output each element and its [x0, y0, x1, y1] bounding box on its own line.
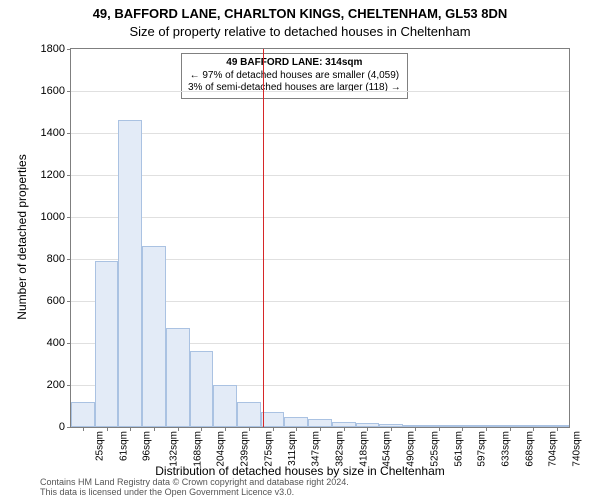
x-tick-label: 311sqm: [286, 427, 297, 466]
x-tick-mark: [510, 427, 511, 431]
x-tick-label: 25sqm: [94, 427, 105, 461]
x-tick-label: 740sqm: [571, 427, 582, 467]
grid-line: [71, 91, 569, 92]
y-axis-label-wrap: Number of detached properties: [12, 0, 28, 500]
chart-subtitle: Size of property relative to detached ho…: [0, 24, 600, 39]
histogram-bar: [261, 412, 285, 427]
histogram-bar: [95, 261, 119, 427]
x-tick-label: 168sqm: [192, 427, 203, 467]
y-tick-label: 200: [47, 379, 71, 391]
x-tick-mark: [273, 427, 274, 431]
grid-line: [71, 175, 569, 176]
x-tick-label: 490sqm: [405, 427, 416, 467]
x-tick-mark: [83, 427, 84, 431]
x-tick-mark: [178, 427, 179, 431]
x-tick-mark: [107, 427, 108, 431]
x-tick-label: 239sqm: [239, 427, 250, 467]
legend-line2: ← 97% of detached houses are smaller (4,…: [188, 70, 401, 83]
histogram-bar: [166, 328, 190, 427]
x-tick-mark: [201, 427, 202, 431]
x-tick-mark: [557, 427, 558, 431]
histogram-bar: [284, 417, 308, 428]
x-axis-label: Distribution of detached houses by size …: [0, 464, 600, 478]
y-tick-label: 600: [47, 295, 71, 307]
histogram-bar: [71, 402, 95, 427]
x-tick-label: 382sqm: [334, 427, 345, 467]
x-tick-label: 704sqm: [548, 427, 559, 467]
y-tick-label: 1800: [41, 43, 71, 55]
histogram-bar: [142, 246, 166, 427]
x-tick-mark: [225, 427, 226, 431]
x-tick-label: 275sqm: [263, 427, 274, 467]
x-tick-mark: [154, 427, 155, 431]
x-tick-label: 561sqm: [453, 427, 464, 467]
x-tick-mark: [130, 427, 131, 431]
x-tick-mark: [320, 427, 321, 431]
x-tick-label: 525sqm: [429, 427, 440, 467]
legend-line3: 3% of semi-detached houses are larger (1…: [188, 82, 401, 95]
grid-line: [71, 133, 569, 134]
chart-container: 49, BAFFORD LANE, CHARLTON KINGS, CHELTE…: [0, 0, 600, 500]
histogram-bar: [237, 402, 261, 427]
y-tick-label: 0: [59, 421, 71, 433]
x-tick-mark: [462, 427, 463, 431]
plot-area: 49 BAFFORD LANE: 314sqm ← 97% of detache…: [70, 48, 570, 428]
x-tick-label: 668sqm: [524, 427, 535, 467]
grid-line: [71, 217, 569, 218]
x-tick-mark: [415, 427, 416, 431]
marker-line: [263, 49, 264, 427]
x-tick-mark: [391, 427, 392, 431]
y-tick-label: 800: [47, 253, 71, 265]
x-tick-mark: [296, 427, 297, 431]
histogram-bar: [190, 351, 214, 427]
chart-title: 49, BAFFORD LANE, CHARLTON KINGS, CHELTE…: [0, 6, 600, 21]
x-tick-mark: [367, 427, 368, 431]
y-tick-label: 400: [47, 337, 71, 349]
x-tick-mark: [249, 427, 250, 431]
x-tick-label: 347sqm: [311, 427, 322, 467]
x-tick-label: 418sqm: [358, 427, 369, 467]
x-tick-mark: [486, 427, 487, 431]
x-tick-mark: [533, 427, 534, 431]
footer: Contains HM Land Registry data © Crown c…: [0, 478, 600, 498]
x-tick-mark: [344, 427, 345, 431]
y-tick-label: 1000: [41, 211, 71, 223]
y-axis-label: Number of detached properties: [15, 137, 29, 337]
y-tick-label: 1600: [41, 85, 71, 97]
histogram-bar: [308, 419, 332, 427]
x-tick-label: 96sqm: [142, 427, 153, 461]
histogram-bar: [118, 120, 142, 427]
x-tick-label: 204sqm: [216, 427, 227, 467]
histogram-bar: [213, 385, 237, 427]
x-tick-label: 597sqm: [477, 427, 488, 467]
footer-line2: This data is licensed under the Open Gov…: [40, 488, 600, 498]
x-tick-label: 61sqm: [118, 427, 129, 461]
x-tick-label: 454sqm: [382, 427, 393, 467]
x-tick-label: 633sqm: [500, 427, 511, 467]
y-tick-label: 1200: [41, 169, 71, 181]
x-tick-mark: [439, 427, 440, 431]
x-tick-label: 132sqm: [168, 427, 179, 467]
legend-line1: 49 BAFFORD LANE: 314sqm: [188, 57, 401, 70]
y-tick-label: 1400: [41, 127, 71, 139]
